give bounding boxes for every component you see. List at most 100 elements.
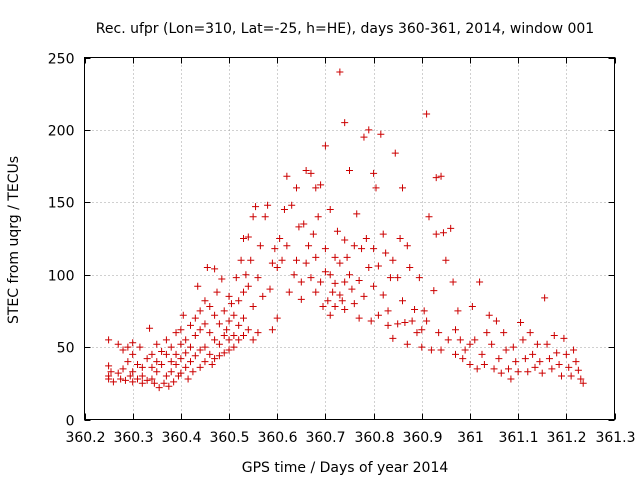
y-tick-label: 100 bbox=[48, 269, 75, 285]
data-point bbox=[114, 369, 122, 377]
data-point bbox=[488, 340, 496, 348]
data-point bbox=[196, 346, 204, 354]
data-point bbox=[148, 375, 156, 383]
data-point bbox=[358, 245, 366, 253]
data-point bbox=[158, 360, 166, 368]
data-point bbox=[225, 292, 233, 300]
data-point bbox=[172, 350, 180, 358]
data-point bbox=[362, 235, 370, 242]
data-point bbox=[230, 332, 238, 340]
data-point bbox=[150, 379, 158, 387]
data-point bbox=[189, 368, 197, 376]
data-point bbox=[341, 278, 349, 286]
data-point bbox=[259, 292, 267, 300]
data-point bbox=[218, 275, 226, 283]
data-point bbox=[374, 262, 382, 270]
data-point bbox=[456, 336, 464, 344]
data-point bbox=[307, 274, 315, 282]
data-point bbox=[384, 307, 392, 315]
data-point bbox=[129, 368, 137, 376]
data-point bbox=[182, 363, 190, 371]
data-point bbox=[377, 130, 385, 138]
data-point bbox=[177, 340, 185, 348]
data-point bbox=[483, 329, 491, 337]
data-point bbox=[533, 340, 541, 348]
data-point bbox=[492, 317, 500, 325]
data-point bbox=[432, 174, 440, 182]
data-point bbox=[215, 320, 223, 328]
data-point bbox=[432, 230, 440, 238]
data-point bbox=[167, 358, 175, 366]
data-point bbox=[230, 343, 238, 351]
data-point bbox=[302, 166, 310, 174]
data-point bbox=[252, 203, 260, 211]
data-point bbox=[249, 336, 257, 344]
data-point bbox=[244, 326, 252, 334]
data-point bbox=[220, 332, 228, 340]
data-point bbox=[220, 349, 228, 357]
data-point bbox=[211, 311, 219, 319]
data-point bbox=[307, 169, 315, 177]
x-tick-label: 360.3 bbox=[113, 430, 153, 446]
data-point bbox=[211, 265, 219, 273]
data-point bbox=[203, 263, 211, 271]
y-tick-label: 200 bbox=[48, 124, 75, 140]
data-point bbox=[367, 317, 375, 325]
data-point bbox=[384, 321, 392, 329]
data-point bbox=[242, 271, 250, 279]
data-point bbox=[201, 343, 209, 351]
x-tick-labels: 360.2 360.3 360.4 360.5 360.6 360.7 360.8 360.9… bbox=[65, 430, 635, 446]
data-point bbox=[396, 235, 404, 242]
data-point bbox=[379, 291, 387, 299]
data-point bbox=[418, 326, 426, 334]
data-point bbox=[341, 236, 349, 244]
data-point bbox=[254, 274, 262, 282]
x-tick-label: 360.5 bbox=[209, 430, 249, 446]
data-point bbox=[374, 311, 382, 319]
data-point bbox=[312, 288, 320, 296]
data-point bbox=[495, 355, 503, 363]
data-point bbox=[211, 355, 219, 363]
data-point bbox=[109, 378, 117, 386]
data-point bbox=[420, 307, 428, 315]
data-point bbox=[124, 343, 132, 351]
data-point bbox=[502, 346, 510, 354]
data-point bbox=[560, 334, 568, 342]
data-point bbox=[134, 375, 141, 383]
x-tick-label: 361.3 bbox=[595, 430, 635, 446]
data-point bbox=[529, 350, 537, 358]
data-point bbox=[225, 346, 233, 354]
data-point bbox=[413, 329, 421, 337]
data-point bbox=[389, 256, 397, 264]
data-point bbox=[293, 184, 300, 192]
data-point bbox=[124, 358, 132, 366]
data-point bbox=[331, 279, 339, 287]
data-point bbox=[500, 329, 508, 337]
data-point bbox=[555, 360, 563, 368]
data-point bbox=[468, 303, 476, 311]
data-point bbox=[370, 169, 378, 177]
data-point bbox=[408, 317, 416, 325]
data-point bbox=[558, 372, 565, 380]
data-point bbox=[548, 365, 556, 373]
data-point bbox=[574, 366, 582, 374]
data-point bbox=[138, 379, 146, 387]
data-point bbox=[225, 317, 233, 325]
data-point bbox=[283, 242, 291, 250]
data-point bbox=[196, 326, 204, 334]
data-point bbox=[509, 343, 517, 351]
y-tick-label: 150 bbox=[48, 196, 75, 212]
data-point bbox=[167, 343, 175, 351]
data-point bbox=[170, 378, 178, 386]
data-point bbox=[295, 223, 303, 231]
data-point bbox=[336, 68, 344, 76]
data-point bbox=[191, 314, 199, 322]
data-point bbox=[240, 235, 247, 242]
data-point bbox=[338, 297, 346, 305]
data-point bbox=[399, 297, 406, 305]
data-point bbox=[365, 263, 373, 271]
data-point bbox=[459, 355, 467, 363]
data-point bbox=[531, 363, 539, 371]
data-point bbox=[346, 271, 353, 279]
data-point bbox=[329, 288, 337, 296]
